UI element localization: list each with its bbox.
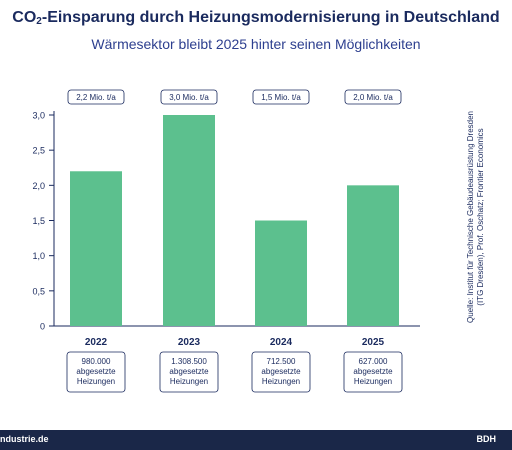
- y-tick-label: 2,0: [32, 181, 45, 191]
- bar: [163, 115, 215, 326]
- value-label: 3,0 Mio. t/a: [169, 93, 209, 102]
- annotation-line: 1.308.500: [171, 357, 207, 366]
- annotation-box: [66, 351, 126, 393]
- annotation-line: Heizungen: [170, 377, 208, 386]
- y-tick-label: 3,0: [32, 111, 45, 121]
- bar: [255, 220, 307, 326]
- annotation-line: abgesetzte: [261, 367, 301, 376]
- value-label-box: [344, 89, 402, 105]
- annotation-box: [343, 351, 403, 393]
- value-label-box: [67, 89, 125, 105]
- annotation-line: Heizungen: [262, 377, 300, 386]
- y-tick-label: 0: [40, 322, 45, 332]
- x-tick-label: 2025: [362, 337, 385, 348]
- chart-title: CO2-Einsparung durch Heizungsmodernisier…: [12, 9, 500, 27]
- y-tick-label: 1,5: [32, 216, 45, 226]
- bar: [347, 185, 399, 326]
- x-tick-label: 2023: [178, 337, 201, 348]
- value-label: 1,5 Mio. t/a: [261, 93, 301, 102]
- annotation-line: 980.000: [82, 357, 111, 366]
- x-tick-label: 2024: [270, 337, 293, 348]
- footer-website[interactable]: ndustrie.de: [0, 434, 49, 444]
- annotation-line: Heizungen: [354, 377, 392, 386]
- chart-subtitle: Wärmesektor bleibt 2025 hinter seinen Mö…: [91, 36, 421, 52]
- annotation-line: abgesetzte: [169, 367, 209, 376]
- y-tick-label: 2,5: [32, 146, 45, 156]
- annotation-line: Heizungen: [77, 377, 115, 386]
- value-label: 2,0 Mio. t/a: [353, 93, 393, 102]
- annotation-line: abgesetzte: [353, 367, 393, 376]
- source-note: Quelle: Institut für Technische Gebäudea…: [466, 111, 485, 323]
- bar: [70, 171, 122, 326]
- y-tick-label: 1,0: [32, 251, 45, 261]
- annotation-box: [251, 351, 311, 393]
- annotation-line: 712.500: [267, 357, 296, 366]
- annotation-box: [159, 351, 219, 393]
- bar-chart: 0 0,5 1,0 1,5 2,0 2,5 3,0 2,2 Mio. t/a 2022 980.0…: [32, 89, 420, 393]
- value-label: 2,2 Mio. t/a: [76, 93, 116, 102]
- x-tick-label: 2022: [85, 337, 108, 348]
- footer-logo-text: BDH: [476, 434, 497, 444]
- y-tick-label: 0,5: [32, 286, 45, 296]
- value-label-box: [252, 89, 310, 105]
- annotation-line: 627.000: [359, 357, 388, 366]
- annotation-line: abgesetzte: [76, 367, 116, 376]
- value-label-box: [160, 89, 218, 105]
- footer-bar: ndustrie.de BDH: [0, 430, 512, 450]
